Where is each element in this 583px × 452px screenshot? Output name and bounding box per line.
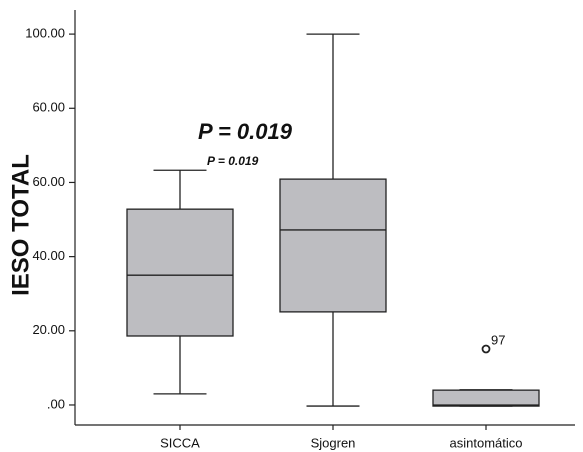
x-tick-label: asintomático [450, 435, 523, 450]
y-tick-label: 20.00 [32, 322, 65, 337]
y-tick-label: 60.00 [32, 174, 65, 189]
y-tick-label: 40.00 [32, 248, 65, 263]
y-tick-label: 60.00 [32, 100, 65, 115]
box [432, 389, 540, 407]
outlier [481, 344, 491, 354]
y-tick-label: 100.00 [25, 26, 65, 41]
y-tick-label: .00 [47, 396, 65, 411]
x-tick-label: SICCA [160, 435, 200, 450]
annotation: P = 0.019 [198, 119, 293, 144]
x-tick-label: Sjogren [311, 435, 356, 450]
box [126, 208, 234, 337]
annotation: P = 0.019 [207, 154, 259, 168]
box [279, 178, 387, 313]
y-axis-label: IESO TOTAL [7, 154, 34, 296]
outlier-label: 97 [491, 332, 505, 347]
